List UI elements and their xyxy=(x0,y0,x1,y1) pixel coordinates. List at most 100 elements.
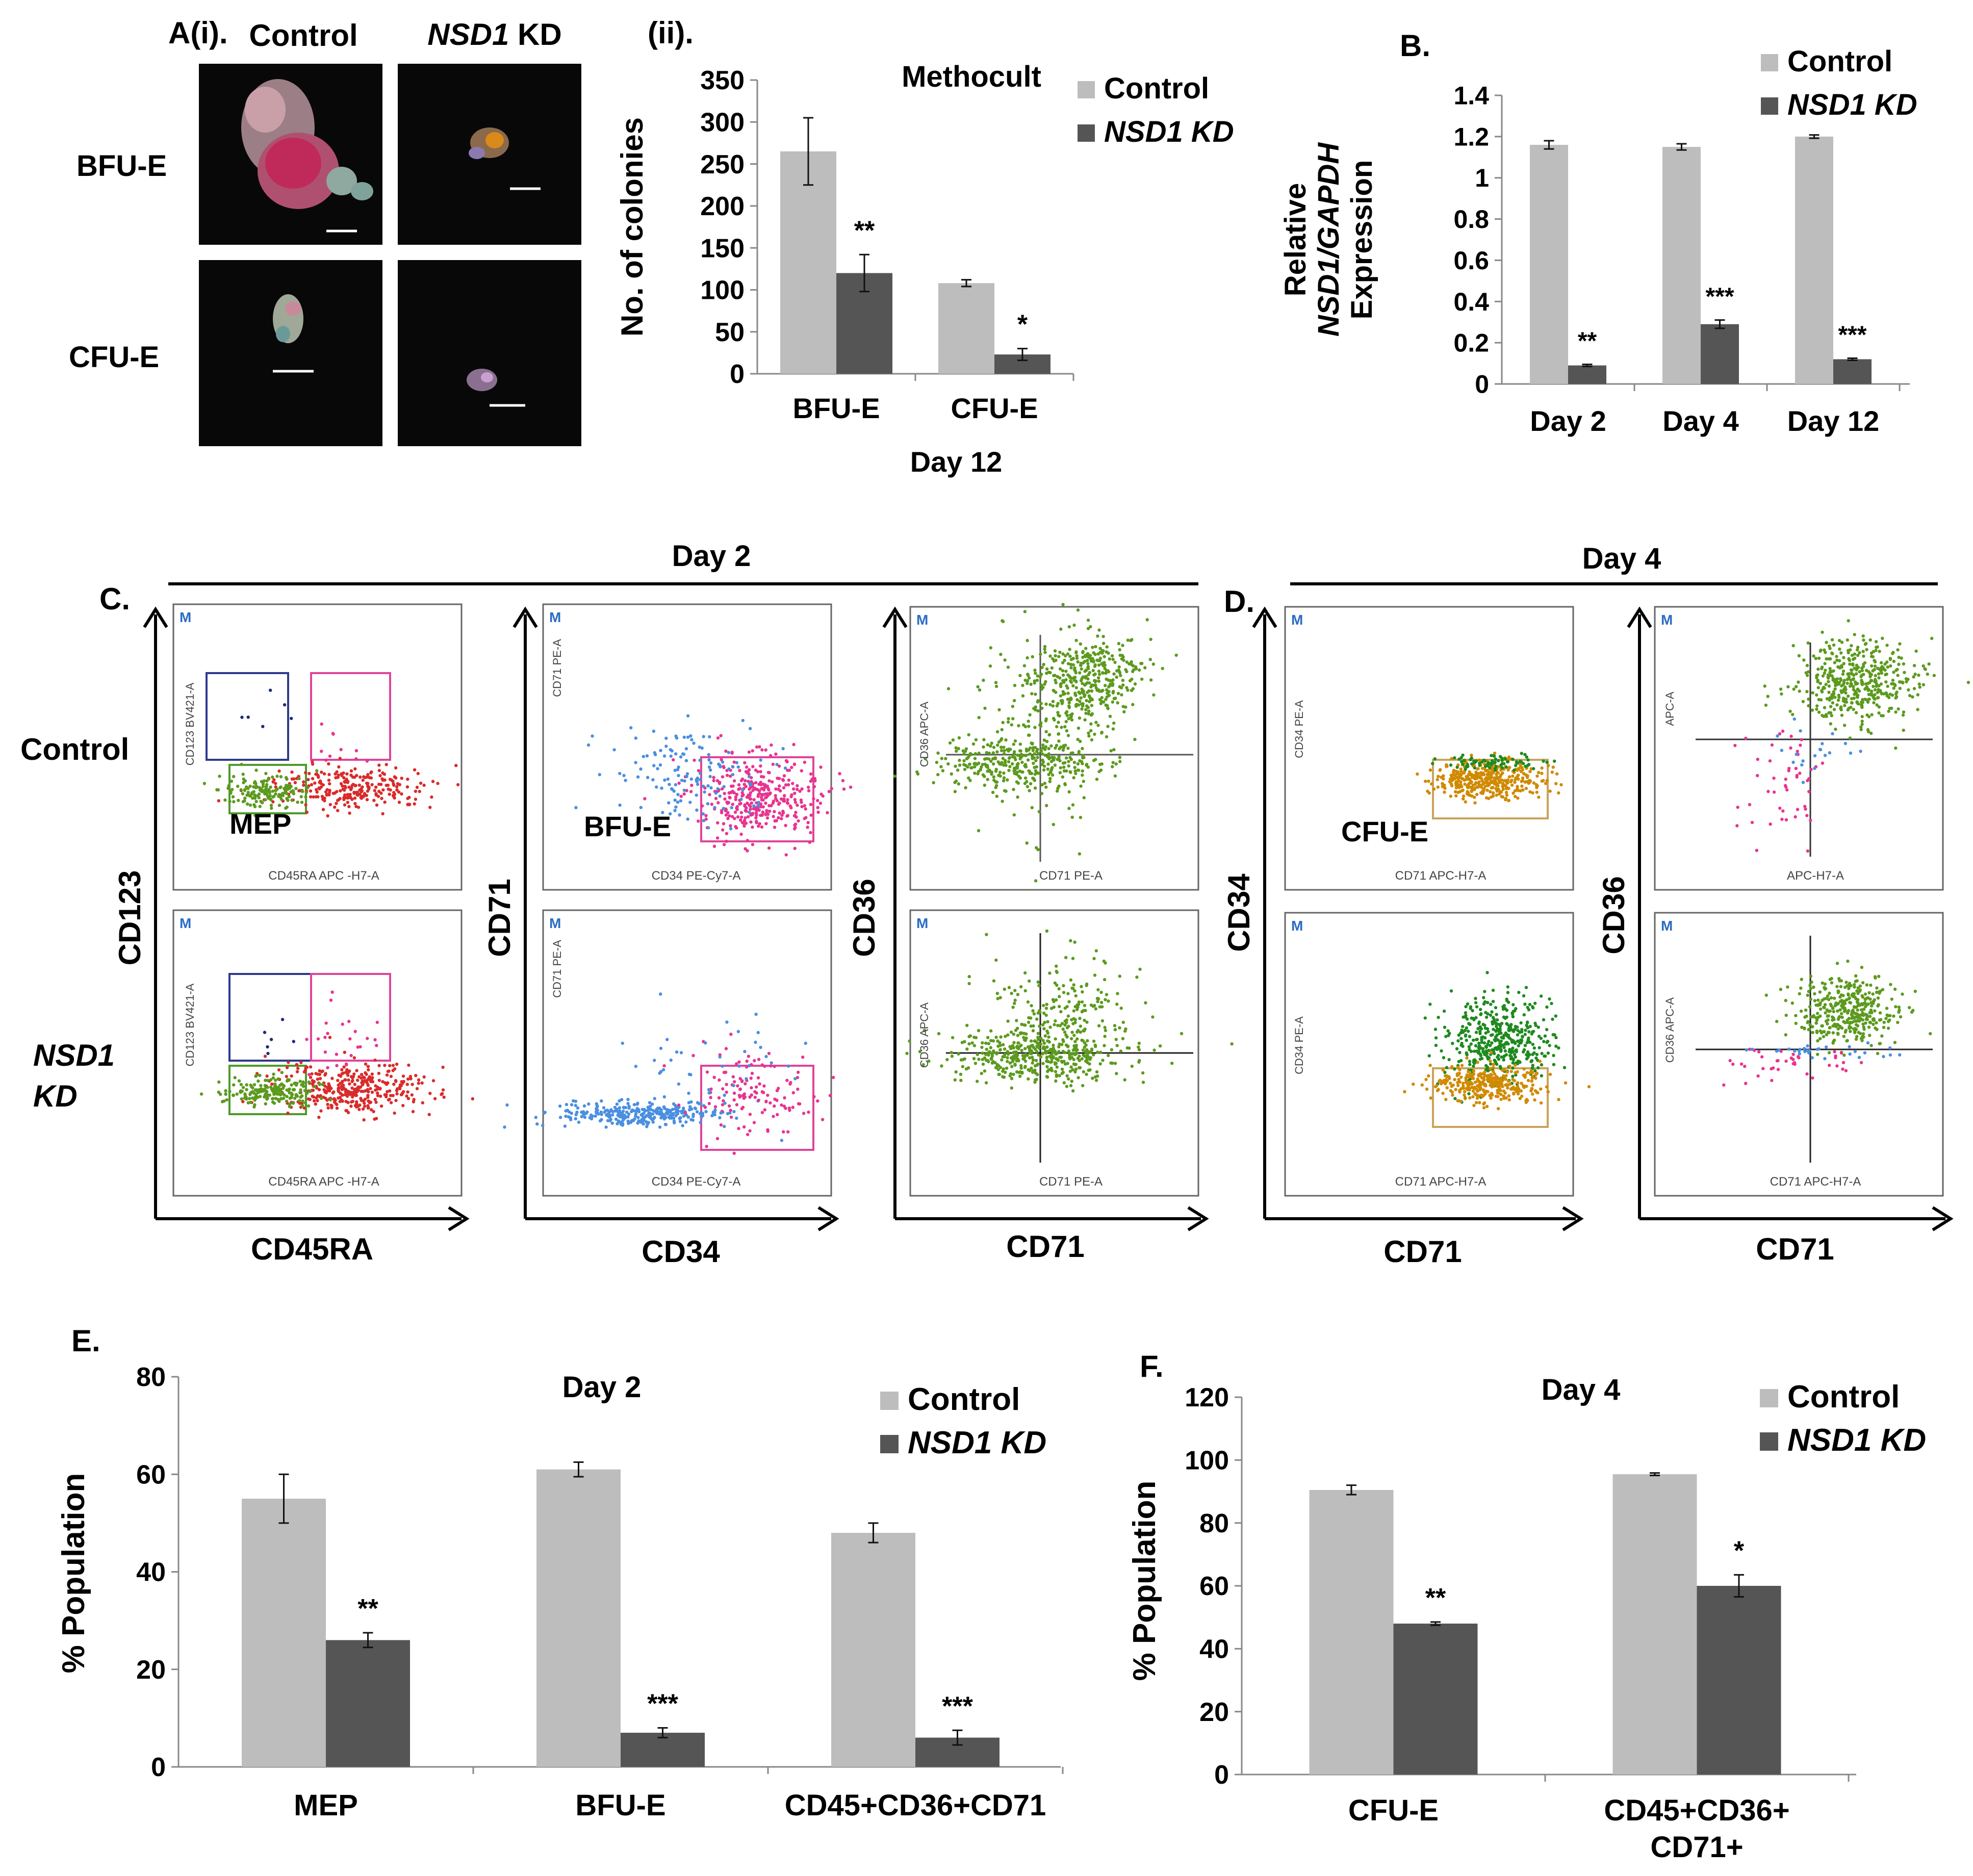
event-dot xyxy=(267,777,271,781)
event-dot xyxy=(246,790,250,794)
event-dot xyxy=(1071,1089,1075,1093)
event-dot xyxy=(1028,752,1032,756)
event-dot xyxy=(750,1086,753,1090)
event-dot xyxy=(1453,1077,1456,1082)
event-dot xyxy=(1544,782,1548,785)
event-dot xyxy=(1078,759,1082,763)
event-dot xyxy=(1061,669,1065,673)
event-dot xyxy=(966,765,969,769)
event-dot xyxy=(674,783,678,787)
event-dot xyxy=(1099,1000,1104,1005)
event-dot xyxy=(1079,815,1083,819)
event-dot xyxy=(995,730,1000,734)
event-dot xyxy=(364,1062,368,1066)
significance-label: *** xyxy=(647,1689,678,1719)
event-dot xyxy=(305,1038,309,1041)
event-dot xyxy=(224,1092,227,1096)
event-dot xyxy=(963,1057,966,1061)
event-dot xyxy=(369,1108,373,1112)
event-dot xyxy=(733,817,736,820)
event-dot xyxy=(420,1081,424,1085)
event-dot xyxy=(1475,773,1479,776)
event-dot xyxy=(1028,1069,1032,1072)
event-dot xyxy=(677,1103,681,1107)
event-dot xyxy=(1473,801,1477,805)
event-dot xyxy=(1475,776,1479,780)
event-dot xyxy=(408,1074,413,1078)
event-dot xyxy=(241,773,245,776)
event-dot xyxy=(1006,1060,1009,1063)
event-dot xyxy=(1443,1025,1447,1029)
event-dot xyxy=(1118,653,1122,657)
event-dot xyxy=(1060,1022,1064,1025)
event-dot xyxy=(1044,702,1048,706)
event-dot xyxy=(1494,1080,1497,1084)
event-dot xyxy=(1021,694,1025,698)
event-dot xyxy=(574,1099,578,1103)
event-dot xyxy=(1056,702,1060,705)
event-dot xyxy=(441,1088,445,1092)
event-dot xyxy=(1457,1077,1460,1082)
bar-nsd1-kd xyxy=(1697,1586,1781,1775)
legend-swatch-control xyxy=(1761,54,1778,71)
event-dot xyxy=(319,1109,323,1113)
event-dot xyxy=(1469,1042,1473,1046)
event-dot xyxy=(269,1038,273,1041)
event-dot xyxy=(1083,718,1087,722)
event-dot xyxy=(381,788,385,792)
event-dot xyxy=(245,785,248,789)
event-dot xyxy=(746,815,750,819)
event-dot xyxy=(678,1120,682,1123)
event-dot xyxy=(1455,776,1459,780)
event-dot xyxy=(727,1104,731,1108)
event-dot xyxy=(1470,753,1473,757)
event-dot xyxy=(1055,1065,1059,1069)
event-dot xyxy=(338,757,342,760)
event-dot xyxy=(1458,1090,1462,1094)
event-dot xyxy=(764,748,767,752)
event-dot xyxy=(1504,1031,1507,1035)
event-dot xyxy=(260,787,263,791)
event-dot xyxy=(1109,749,1113,753)
event-dot xyxy=(1521,779,1524,783)
event-dot xyxy=(746,839,750,842)
event-dot xyxy=(1466,785,1469,788)
event-dot xyxy=(372,1110,375,1114)
legend-swatch-control xyxy=(1760,1389,1778,1407)
event-dot xyxy=(1468,1096,1472,1100)
event-dot xyxy=(1505,793,1509,797)
event-dot xyxy=(343,788,346,792)
event-dot xyxy=(1054,1037,1057,1041)
panel-label: E. xyxy=(71,1324,100,1358)
event-dot xyxy=(1480,772,1484,775)
event-dot xyxy=(976,1052,980,1056)
event-dot xyxy=(760,798,764,802)
event-dot xyxy=(1528,1024,1532,1029)
event-dot xyxy=(341,1099,344,1103)
event-dot xyxy=(243,788,247,792)
event-dot xyxy=(639,806,643,809)
event-dot xyxy=(1018,1074,1022,1078)
event-dot xyxy=(1006,720,1010,724)
event-dot xyxy=(1494,1035,1498,1039)
row-label-bfu: BFU-E xyxy=(76,149,167,183)
event-dot xyxy=(237,1079,241,1083)
event-dot xyxy=(1084,711,1088,715)
event-dot xyxy=(1110,654,1114,658)
event-dot xyxy=(770,743,773,747)
event-dot xyxy=(1026,682,1029,685)
event-dot xyxy=(1045,1045,1049,1049)
event-dot xyxy=(1442,1056,1446,1060)
event-dot xyxy=(935,760,939,764)
event-dot xyxy=(341,784,344,788)
event-dot xyxy=(642,755,646,758)
event-dot xyxy=(1028,1049,1032,1052)
event-dot xyxy=(981,1051,985,1055)
event-dot xyxy=(1042,764,1046,768)
event-dot xyxy=(1505,1070,1509,1074)
event-dot xyxy=(264,798,267,802)
event-dot xyxy=(681,1124,684,1127)
x-category-label: CFU-E xyxy=(951,392,1038,424)
event-dot xyxy=(1041,1062,1045,1065)
event-dot xyxy=(1098,1005,1102,1009)
